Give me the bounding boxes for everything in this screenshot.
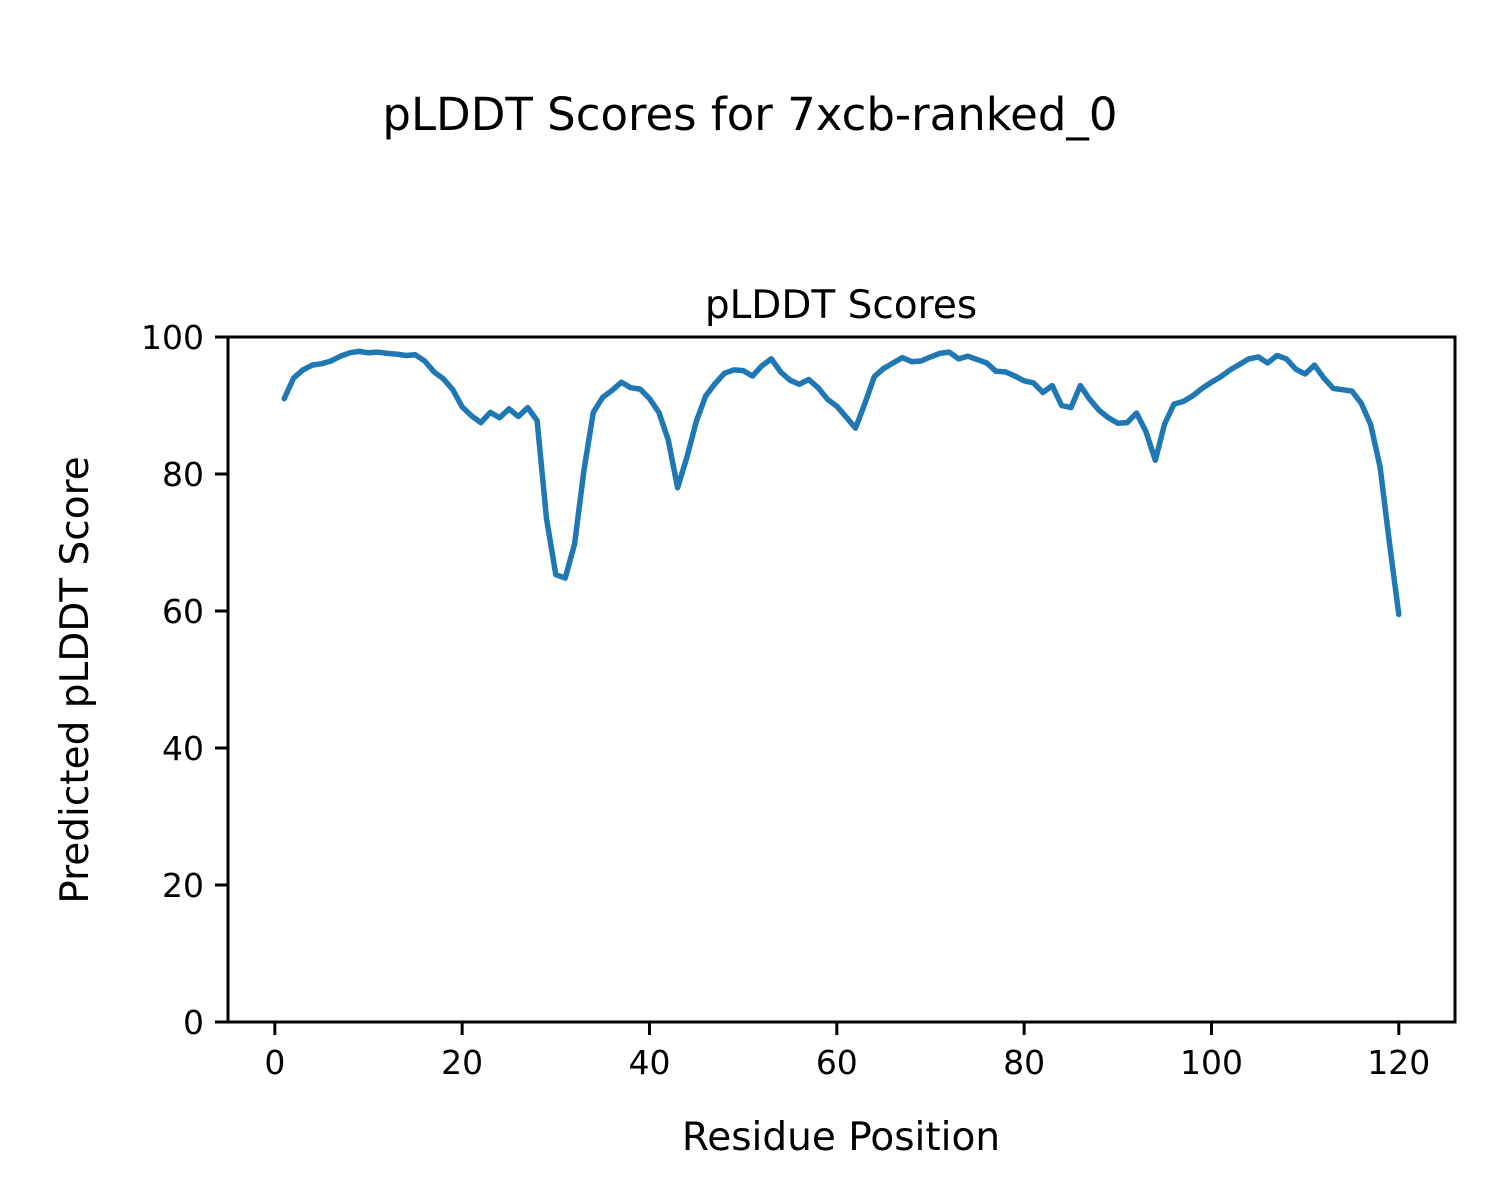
x-tick-label: 100 [1180, 1043, 1243, 1082]
x-tick-label: 60 [816, 1043, 858, 1082]
y-axis-label: Predicted pLDDT Score [53, 456, 98, 903]
x-axis-ticks: 0 20 40 60 80 100 120 [264, 1022, 1430, 1082]
plddt-line [281, 348, 1402, 618]
x-axis-label: Residue Position [682, 1115, 1000, 1160]
y-tick-label: 100 [141, 318, 204, 357]
axes-title: pLDDT Scores [705, 283, 977, 328]
y-tick-label: 60 [162, 592, 204, 631]
axes-frame [226, 335, 1457, 1024]
x-tick-label: 80 [1003, 1043, 1045, 1082]
x-tick-label: 20 [441, 1043, 483, 1082]
x-tick-label: 120 [1367, 1043, 1430, 1082]
y-tick-label: 20 [162, 866, 204, 905]
y-tick-label: 0 [183, 1003, 204, 1042]
x-tick-label: 40 [628, 1043, 670, 1082]
figure-title: pLDDT Scores for 7xcb-ranked_0 [382, 88, 1118, 141]
y-axis-ticks: 0 20 40 60 80 100 [141, 318, 228, 1042]
x-tick-label: 0 [264, 1043, 285, 1082]
y-tick-label: 80 [162, 455, 204, 494]
y-tick-label: 40 [162, 729, 204, 768]
